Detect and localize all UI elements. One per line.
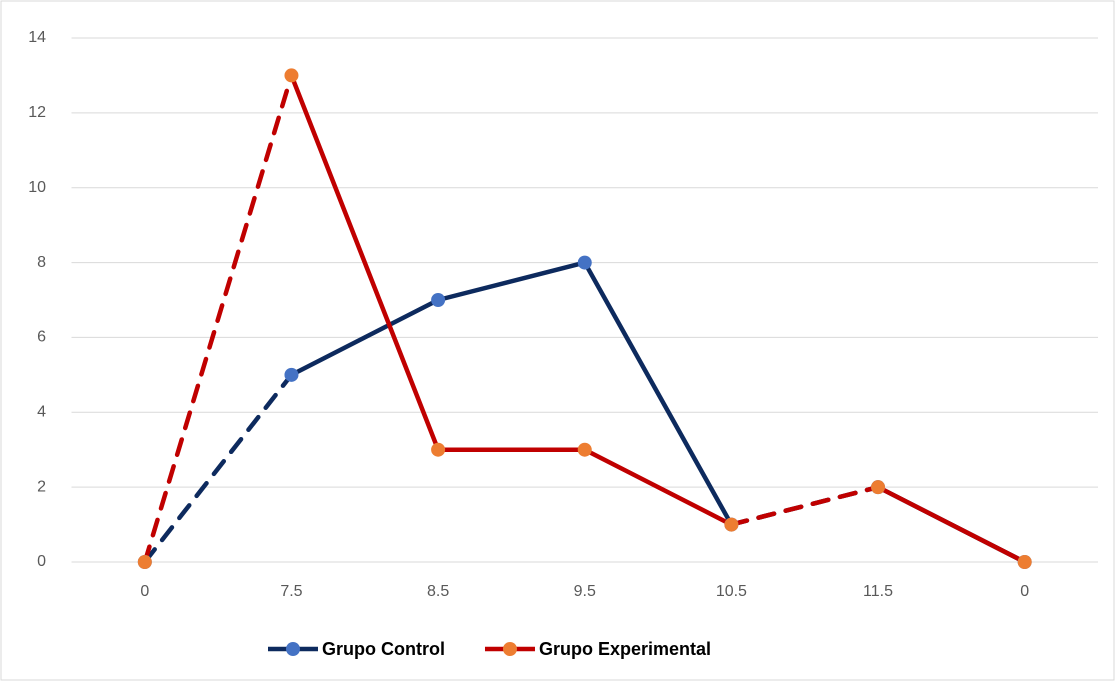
- marker: [137, 555, 152, 569]
- x-tick-label: 9.5: [574, 583, 596, 600]
- y-tick-label: 12: [28, 104, 46, 121]
- legend-label: Grupo Experimental: [539, 639, 711, 659]
- line-segment: [435, 260, 587, 303]
- x-tick-label: 8.5: [427, 583, 449, 600]
- line-segment: [582, 447, 734, 527]
- marker: [724, 517, 739, 532]
- line-segment: [142, 73, 294, 565]
- marker: [871, 480, 886, 495]
- marker: [431, 442, 446, 457]
- marker: [577, 255, 592, 270]
- x-tick-label: 0: [1020, 583, 1029, 600]
- line-segment: [875, 484, 1027, 565]
- y-tick-label: 0: [37, 553, 46, 570]
- y-tick-label: 10: [28, 179, 46, 196]
- line-segment: [729, 484, 881, 527]
- legend-marker: [286, 642, 300, 656]
- line-segment: [289, 73, 441, 452]
- legend-marker: [502, 642, 517, 656]
- marker: [284, 68, 299, 83]
- x-tick-label: 0: [140, 583, 149, 600]
- y-tick-label: 2: [37, 478, 46, 495]
- y-tick-label: 6: [37, 329, 46, 346]
- y-tick-label: 14: [28, 29, 46, 46]
- line-segment: [582, 260, 734, 527]
- marker: [284, 367, 299, 382]
- legend-label: Grupo Control: [322, 639, 445, 659]
- marker: [1017, 555, 1032, 569]
- x-tick-label: 7.5: [280, 583, 302, 600]
- line-segment: [289, 297, 441, 378]
- x-tick-label: 11.5: [863, 583, 893, 600]
- marker: [577, 442, 592, 457]
- y-tick-label: 8: [37, 254, 46, 271]
- legend: Grupo Control Grupo Experimental: [268, 639, 711, 659]
- marker: [431, 293, 446, 307]
- x-tick-label: 10.5: [716, 583, 747, 600]
- y-tick-label: 4: [37, 404, 46, 421]
- line-segment: [142, 372, 294, 565]
